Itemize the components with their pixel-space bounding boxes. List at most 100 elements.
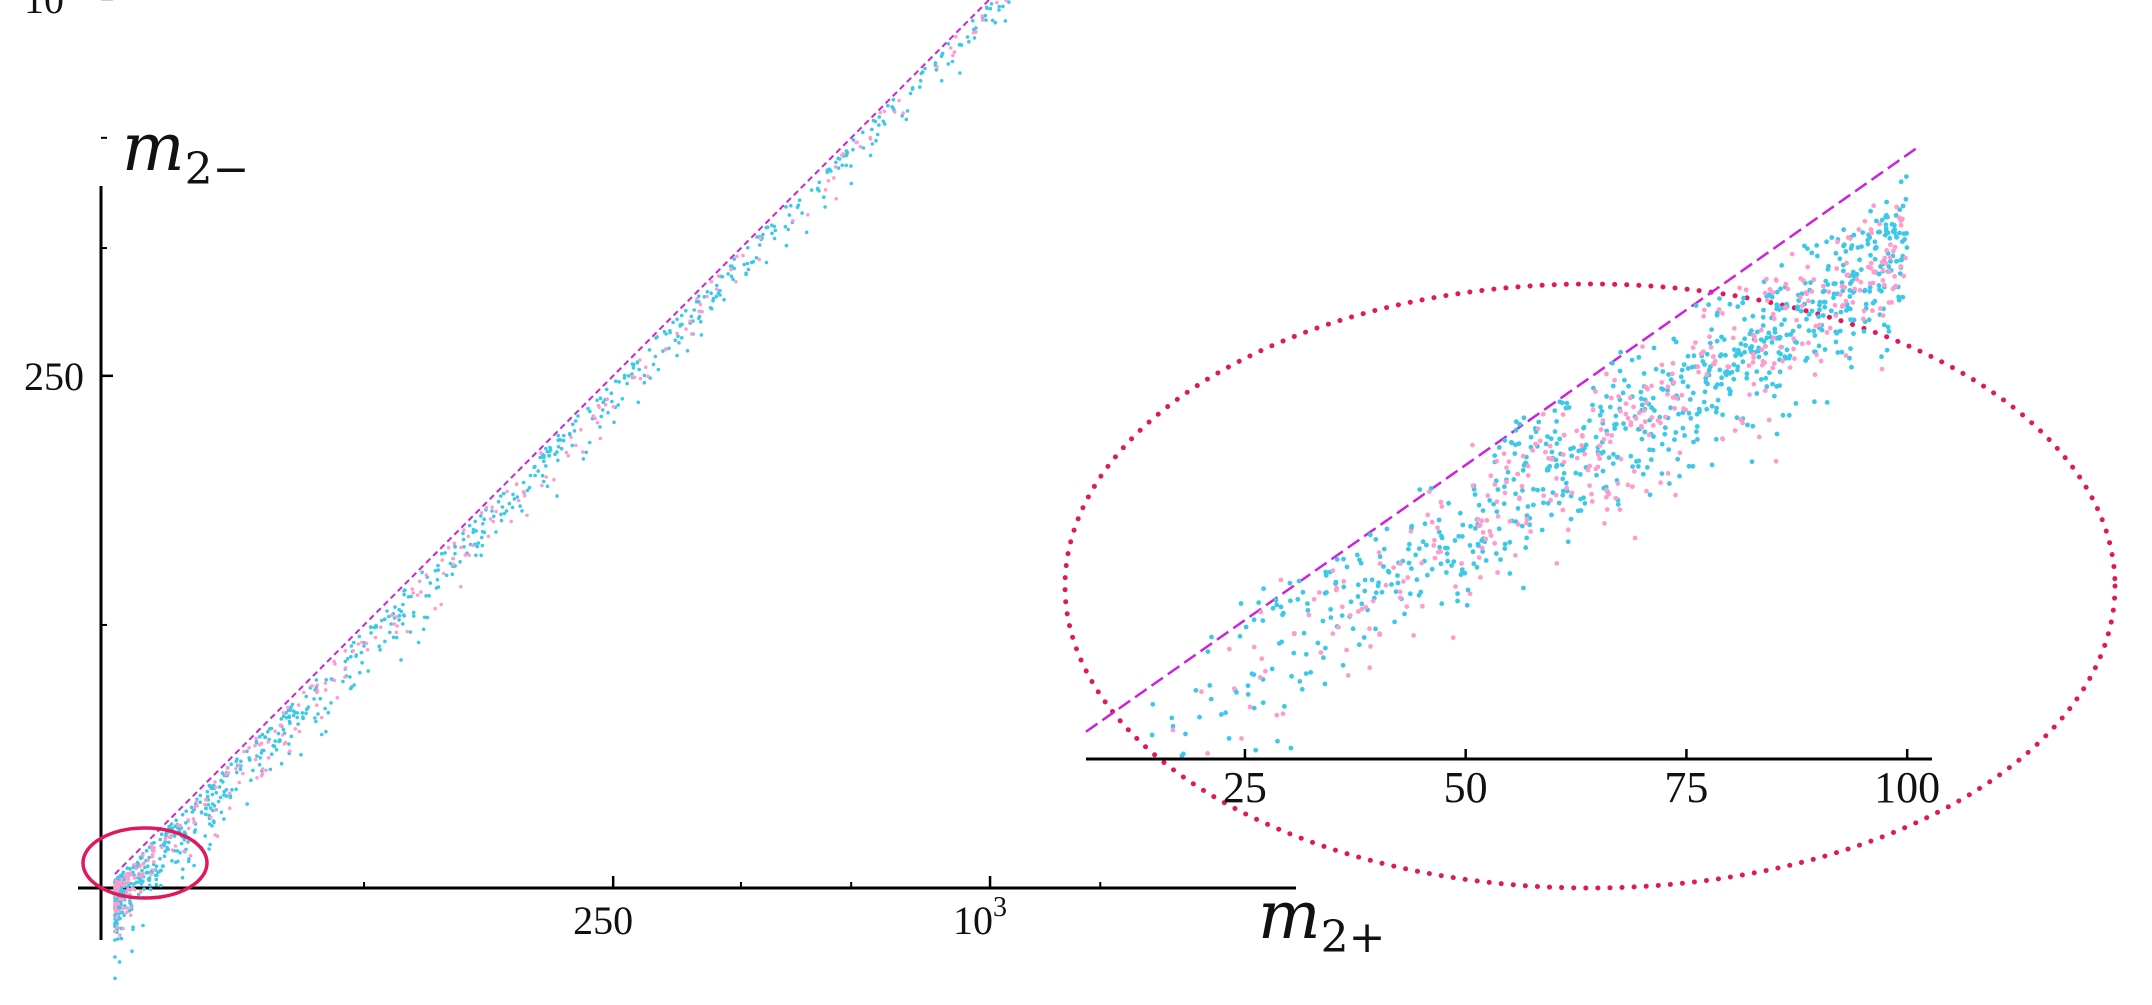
scatter-point — [442, 571, 446, 576]
scatter-point — [958, 71, 962, 75]
inset-scatter-point — [1561, 488, 1566, 494]
inset-scatter-point — [1756, 434, 1762, 440]
scatter-point — [169, 822, 174, 826]
scatter-point — [751, 260, 756, 264]
scatter-point — [210, 792, 215, 797]
inset-scatter-point — [1749, 328, 1754, 333]
scatter-point — [211, 808, 215, 813]
inset-scatter-point — [1468, 523, 1473, 529]
scatter-point — [297, 729, 302, 734]
scatter-point — [539, 451, 543, 455]
inset-scatter-point — [1665, 391, 1670, 397]
scatter-point — [547, 454, 552, 458]
scatter-point — [588, 409, 592, 414]
inset-scatter-point — [1587, 483, 1592, 488]
scatter-point — [502, 491, 506, 496]
scatter-point — [868, 153, 873, 158]
inset-scatter-point — [1467, 591, 1473, 597]
scatter-point — [242, 749, 246, 754]
inset-scatter-point — [1367, 626, 1372, 631]
scatter-point — [474, 529, 479, 533]
scatter-point — [144, 848, 149, 853]
scatter-point — [595, 398, 599, 403]
inset-scatter-point — [1492, 482, 1498, 487]
scatter-point — [881, 119, 886, 124]
scatter-point — [296, 703, 301, 707]
inset-scatter-point — [1791, 336, 1797, 341]
scatter-point — [616, 403, 620, 407]
scatter-point — [642, 380, 647, 385]
scatter-point — [532, 465, 536, 470]
inset-scatter-point — [1589, 491, 1594, 497]
inset-scatter-point — [1714, 338, 1720, 344]
inset-scatter-point — [1732, 428, 1738, 433]
scatter-point — [341, 679, 345, 684]
inset-scatter-point — [1323, 645, 1328, 651]
inset-scatter-point — [1894, 235, 1900, 240]
inset-scatter-point — [1556, 500, 1562, 506]
scatter-point — [428, 581, 433, 585]
inset-scatter-point — [1521, 585, 1526, 591]
scatter-point — [383, 639, 387, 644]
inset-scatter-point — [1299, 686, 1305, 692]
scatter-point — [351, 649, 356, 653]
scatter-point — [509, 519, 513, 524]
inset-scatter-point — [1322, 681, 1328, 687]
inset-scatter-point — [1880, 278, 1886, 283]
inset-scatter-point — [1870, 308, 1875, 313]
scatter-point — [459, 545, 463, 550]
inset-scatter-point — [1824, 239, 1829, 245]
scatter-point — [545, 449, 550, 454]
inset-scatter-point — [1685, 384, 1691, 389]
scatter-point — [114, 915, 119, 920]
scatter-point — [576, 414, 580, 418]
inset-scatter-point — [1359, 606, 1365, 612]
inset-scatter-point — [1445, 558, 1451, 564]
scatter-point — [436, 568, 441, 572]
inset-scatter-point — [1479, 518, 1485, 524]
scatter-point — [897, 98, 901, 103]
scatter-point — [115, 925, 119, 930]
scatter-point — [901, 111, 905, 115]
inset-scatter-point — [1837, 292, 1843, 297]
inset-scatter-point — [1812, 399, 1817, 405]
inset-scatter-point — [1723, 352, 1728, 358]
scatter-point — [705, 290, 710, 294]
inset-scatter-point — [1564, 400, 1570, 406]
scatter-point — [675, 317, 679, 322]
inset-scatter-point — [1707, 334, 1712, 340]
inset-scatter-point — [1626, 383, 1631, 389]
scatter-point — [873, 119, 878, 124]
scatter-point — [829, 169, 833, 173]
inset-scatter-point — [1659, 386, 1664, 391]
inset-scatter-point — [1336, 624, 1341, 630]
inset-scatter-point — [1548, 497, 1553, 503]
inset-scatter-point — [1886, 264, 1892, 269]
scatter-point — [995, 0, 999, 5]
scatter-point — [480, 543, 485, 548]
scatter-point — [323, 706, 327, 711]
inset-scatter-point — [1704, 351, 1710, 357]
inset-scatter-point — [1833, 339, 1839, 345]
inset-scatter-point — [1625, 415, 1631, 421]
scatter-point — [289, 705, 293, 710]
inset-scatter-point — [1763, 375, 1769, 381]
inset-scatter-point — [1599, 408, 1605, 414]
inset-scatter-point — [1219, 712, 1224, 717]
scatter-point — [984, 5, 989, 10]
inset-scatter-point — [1546, 455, 1551, 461]
inset-scatter-point — [1747, 392, 1752, 398]
scatter-point — [227, 791, 232, 795]
inset-scatter-point — [1545, 434, 1550, 439]
inset-scatter-point — [1608, 395, 1614, 401]
scatter-point — [673, 338, 678, 343]
inset-scatter-point — [1825, 282, 1831, 287]
scatter-point — [849, 164, 853, 168]
inset-scatter-point — [1784, 347, 1790, 353]
scatter-point — [837, 157, 842, 161]
scatter-point — [552, 477, 556, 482]
scatter-point — [566, 454, 570, 458]
scatter-point — [844, 149, 849, 153]
inset-scatter-point — [1618, 456, 1624, 462]
inset-scatter-point — [1234, 690, 1239, 695]
